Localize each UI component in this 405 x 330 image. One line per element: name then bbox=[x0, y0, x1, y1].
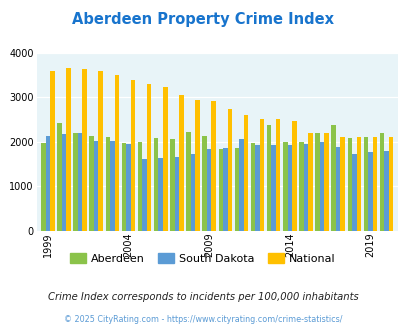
Bar bbox=[363, 137, 367, 231]
Bar bbox=[218, 148, 222, 231]
Bar bbox=[78, 133, 82, 231]
Bar bbox=[243, 115, 247, 231]
Bar bbox=[147, 83, 151, 231]
Bar bbox=[105, 137, 110, 231]
Legend: Aberdeen, South Dakota, National: Aberdeen, South Dakota, National bbox=[65, 249, 340, 268]
Bar bbox=[282, 142, 287, 231]
Bar bbox=[222, 148, 227, 231]
Bar bbox=[122, 143, 126, 231]
Bar bbox=[234, 148, 239, 231]
Bar bbox=[298, 142, 303, 231]
Bar bbox=[98, 71, 103, 231]
Text: Crime Index corresponds to incidents per 100,000 inhabitants: Crime Index corresponds to incidents per… bbox=[47, 292, 358, 302]
Bar bbox=[367, 152, 372, 231]
Bar bbox=[211, 101, 215, 231]
Bar bbox=[384, 151, 388, 231]
Bar bbox=[45, 136, 50, 231]
Bar bbox=[372, 137, 376, 231]
Bar bbox=[315, 133, 319, 231]
Bar bbox=[62, 134, 66, 231]
Text: Aberdeen Property Crime Index: Aberdeen Property Crime Index bbox=[72, 12, 333, 26]
Bar bbox=[250, 143, 255, 231]
Bar bbox=[379, 133, 384, 231]
Bar bbox=[66, 68, 70, 231]
Bar bbox=[195, 100, 199, 231]
Bar bbox=[110, 142, 114, 231]
Bar bbox=[82, 69, 87, 231]
Bar bbox=[307, 133, 312, 231]
Bar bbox=[347, 138, 351, 231]
Bar bbox=[287, 146, 291, 231]
Bar bbox=[275, 119, 280, 231]
Bar bbox=[239, 139, 243, 231]
Bar bbox=[114, 75, 119, 231]
Bar bbox=[340, 137, 344, 231]
Bar bbox=[291, 121, 296, 231]
Bar bbox=[130, 81, 135, 231]
Bar bbox=[138, 142, 142, 231]
Bar bbox=[142, 159, 147, 231]
Bar bbox=[174, 157, 179, 231]
Bar bbox=[335, 147, 340, 231]
Bar bbox=[190, 154, 195, 231]
Bar bbox=[227, 109, 232, 231]
Bar bbox=[57, 123, 62, 231]
Bar bbox=[202, 136, 207, 231]
Bar bbox=[170, 139, 174, 231]
Bar bbox=[388, 137, 392, 231]
Bar bbox=[153, 138, 158, 231]
Bar bbox=[163, 87, 167, 231]
Bar bbox=[351, 154, 356, 231]
Bar bbox=[41, 143, 45, 231]
Bar bbox=[207, 149, 211, 231]
Bar bbox=[50, 71, 54, 231]
Bar bbox=[303, 144, 307, 231]
Bar bbox=[319, 142, 324, 231]
Bar bbox=[255, 145, 259, 231]
Bar bbox=[330, 125, 335, 231]
Bar bbox=[158, 158, 163, 231]
Text: © 2025 CityRating.com - https://www.cityrating.com/crime-statistics/: © 2025 CityRating.com - https://www.city… bbox=[64, 315, 341, 324]
Bar bbox=[186, 132, 190, 231]
Bar bbox=[266, 124, 271, 231]
Bar bbox=[271, 145, 275, 231]
Bar bbox=[259, 119, 264, 231]
Bar bbox=[179, 95, 183, 231]
Bar bbox=[324, 133, 328, 231]
Bar bbox=[94, 142, 98, 231]
Bar bbox=[126, 144, 130, 231]
Bar bbox=[73, 133, 78, 231]
Bar bbox=[89, 136, 94, 231]
Bar bbox=[356, 137, 360, 231]
